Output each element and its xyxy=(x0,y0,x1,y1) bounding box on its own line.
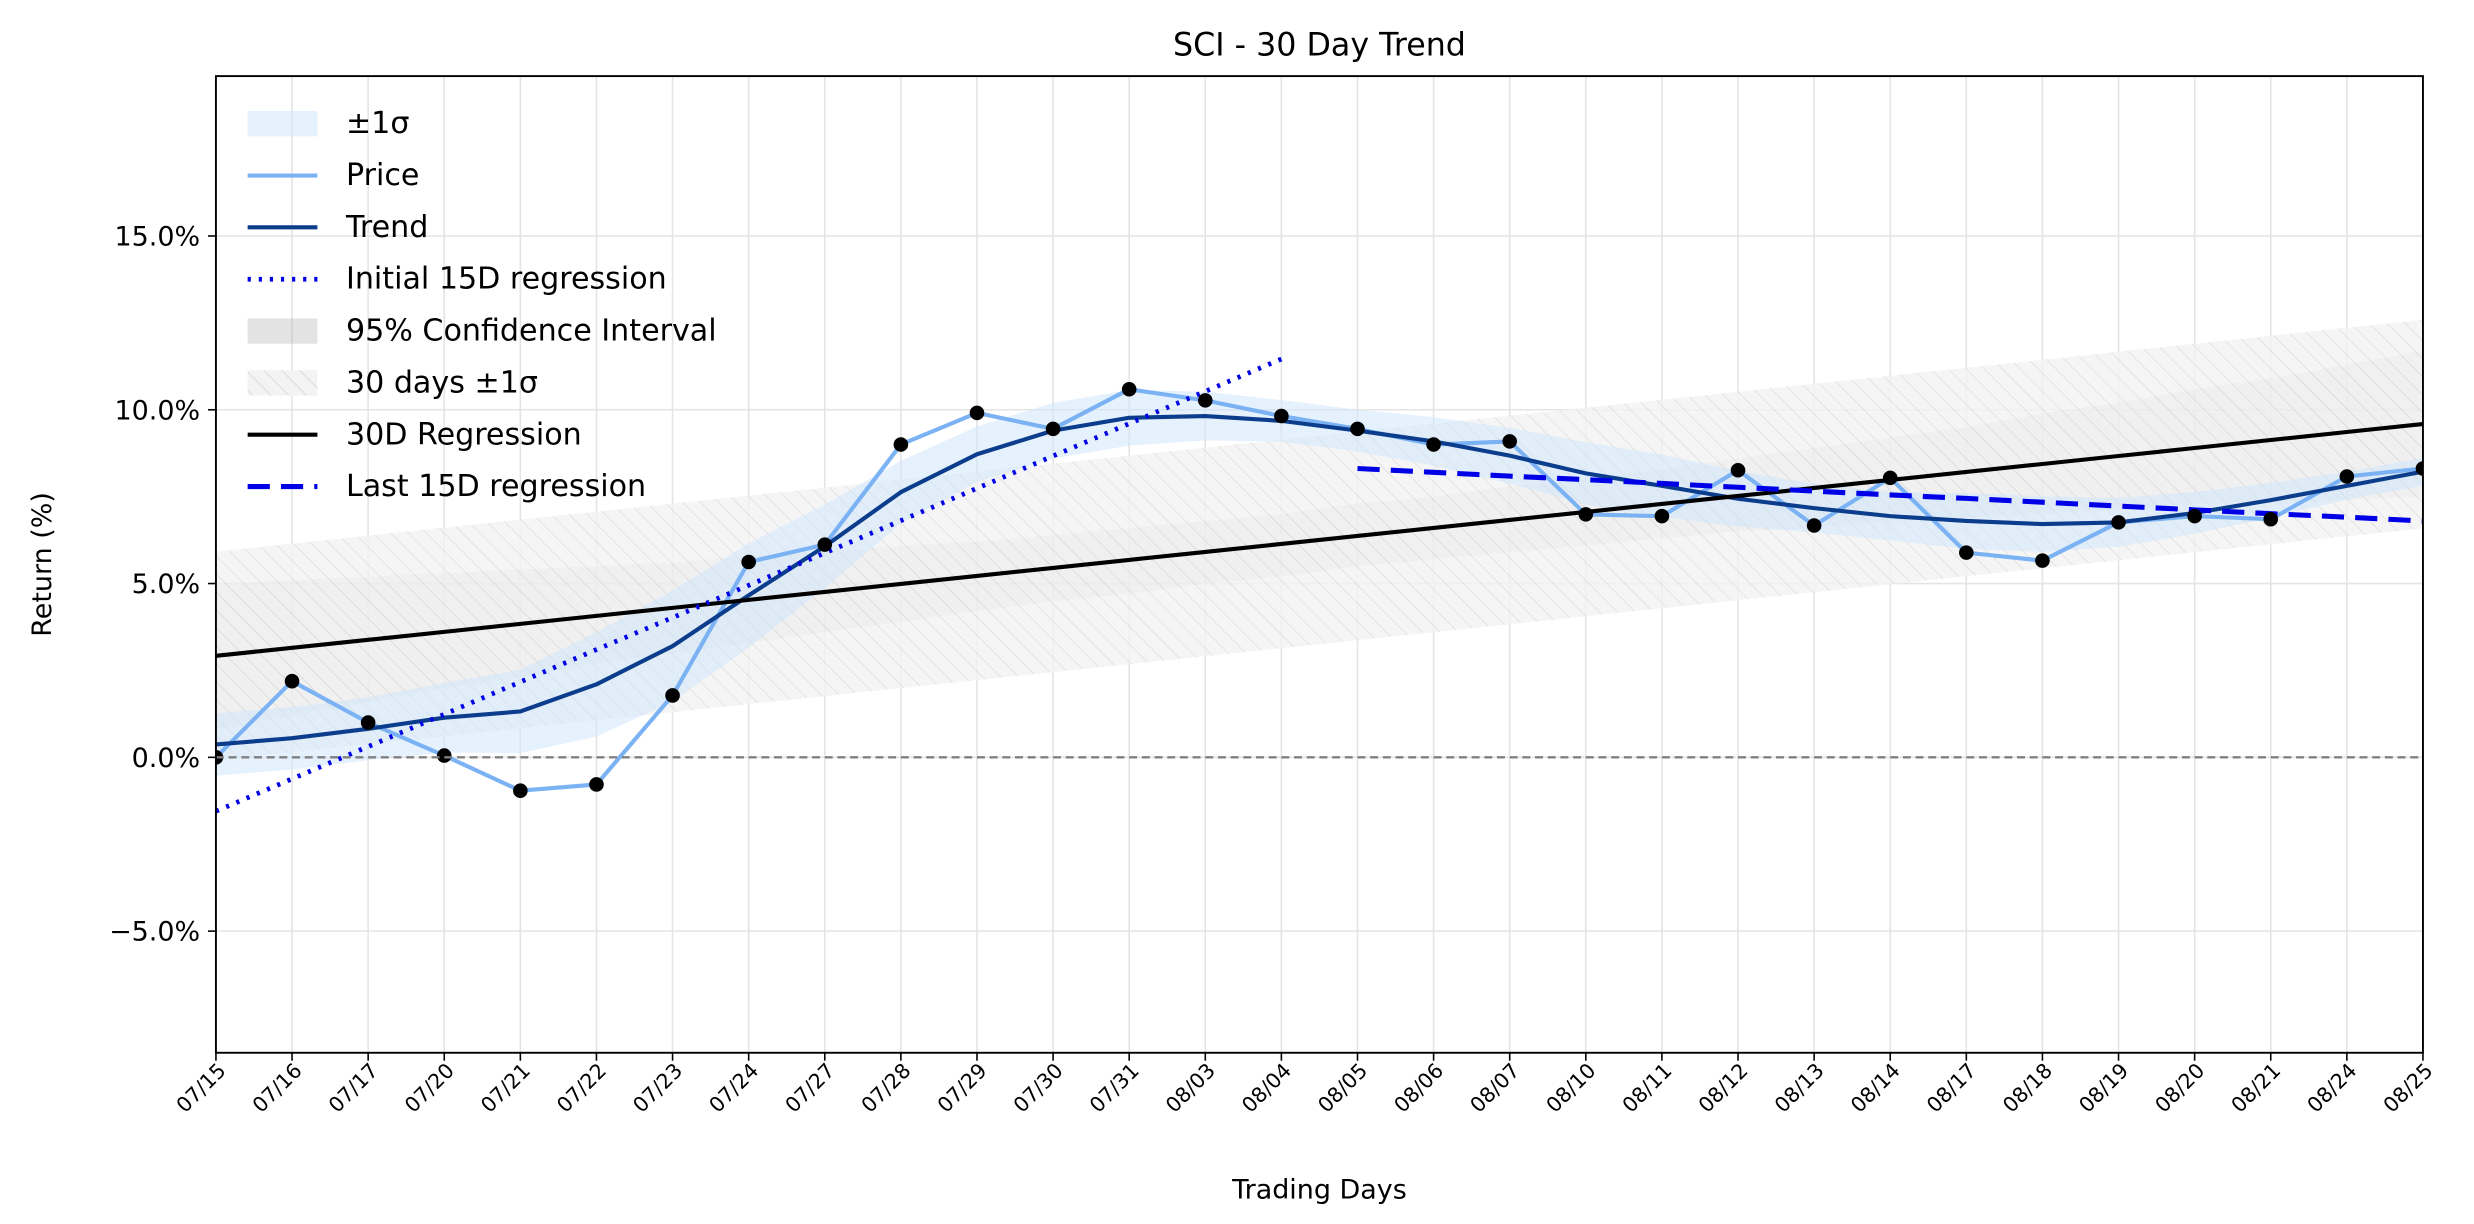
data-point xyxy=(2339,469,2355,484)
data-point xyxy=(1578,507,1594,522)
series-line xyxy=(215,387,2423,793)
legend-label: Trend xyxy=(345,210,428,245)
data-point xyxy=(1045,421,1061,437)
data-point xyxy=(2035,553,2050,568)
legend-label: Initial 15D regression xyxy=(346,262,667,297)
legend-label: Price xyxy=(346,158,419,193)
data-point xyxy=(284,673,300,689)
plot-area xyxy=(215,319,2423,814)
legend: ±1σ Price Trend Initial 15D regression 95% C… xyxy=(247,106,717,504)
data-point xyxy=(1882,470,1898,486)
y-tick-label: 15.0% xyxy=(115,221,201,252)
data-point xyxy=(1121,381,1137,397)
y-tick-label: 0.0% xyxy=(132,743,200,774)
data-point xyxy=(893,437,909,452)
data-point xyxy=(741,554,756,570)
data-point xyxy=(1959,545,1974,560)
data-point xyxy=(1806,518,1822,533)
data-point xyxy=(360,715,376,730)
data-point xyxy=(665,688,680,703)
data-point xyxy=(1502,434,1517,449)
legend-swatch xyxy=(247,370,318,396)
data-point xyxy=(817,537,833,552)
data-point xyxy=(969,405,985,421)
series-line xyxy=(215,413,2423,747)
data-point xyxy=(2415,461,2423,476)
data-point xyxy=(513,783,528,798)
data-point xyxy=(1274,408,1289,424)
data-point xyxy=(589,777,604,792)
legend-swatch xyxy=(247,110,318,137)
data-point xyxy=(1426,437,1441,452)
series-line xyxy=(215,421,2423,658)
legend-label: ±1σ xyxy=(346,106,409,141)
data-point xyxy=(1350,421,1365,437)
data-point xyxy=(1654,508,1670,524)
data-point xyxy=(1197,393,1213,408)
data-point xyxy=(2263,511,2279,527)
legend-label: Last 15D regression xyxy=(346,469,646,504)
y-axis-label: Return (%) xyxy=(27,492,58,637)
data-point xyxy=(1730,462,1746,478)
x-axis-label: Trading Days xyxy=(1231,1175,1407,1206)
y-tick-label: −5.0% xyxy=(109,917,200,948)
series-line xyxy=(215,356,1283,814)
sigma-band xyxy=(215,389,2423,776)
y-tick-label: 10.0% xyxy=(115,395,201,426)
legend-label: 30D Regression xyxy=(346,417,582,452)
data-point xyxy=(2111,515,2126,530)
legend-label: 30 days ±1σ xyxy=(346,365,538,400)
chart-title: SCI - 30 Day Trend xyxy=(1173,27,1466,63)
legend-swatch xyxy=(247,318,318,344)
data-point xyxy=(436,748,452,763)
legend-label: 95% Confidence Interval xyxy=(346,314,717,349)
y-tick-label: 5.0% xyxy=(132,569,200,600)
data-point xyxy=(2187,508,2202,524)
series-line xyxy=(1357,465,2423,524)
plot-frame xyxy=(214,75,2424,1054)
